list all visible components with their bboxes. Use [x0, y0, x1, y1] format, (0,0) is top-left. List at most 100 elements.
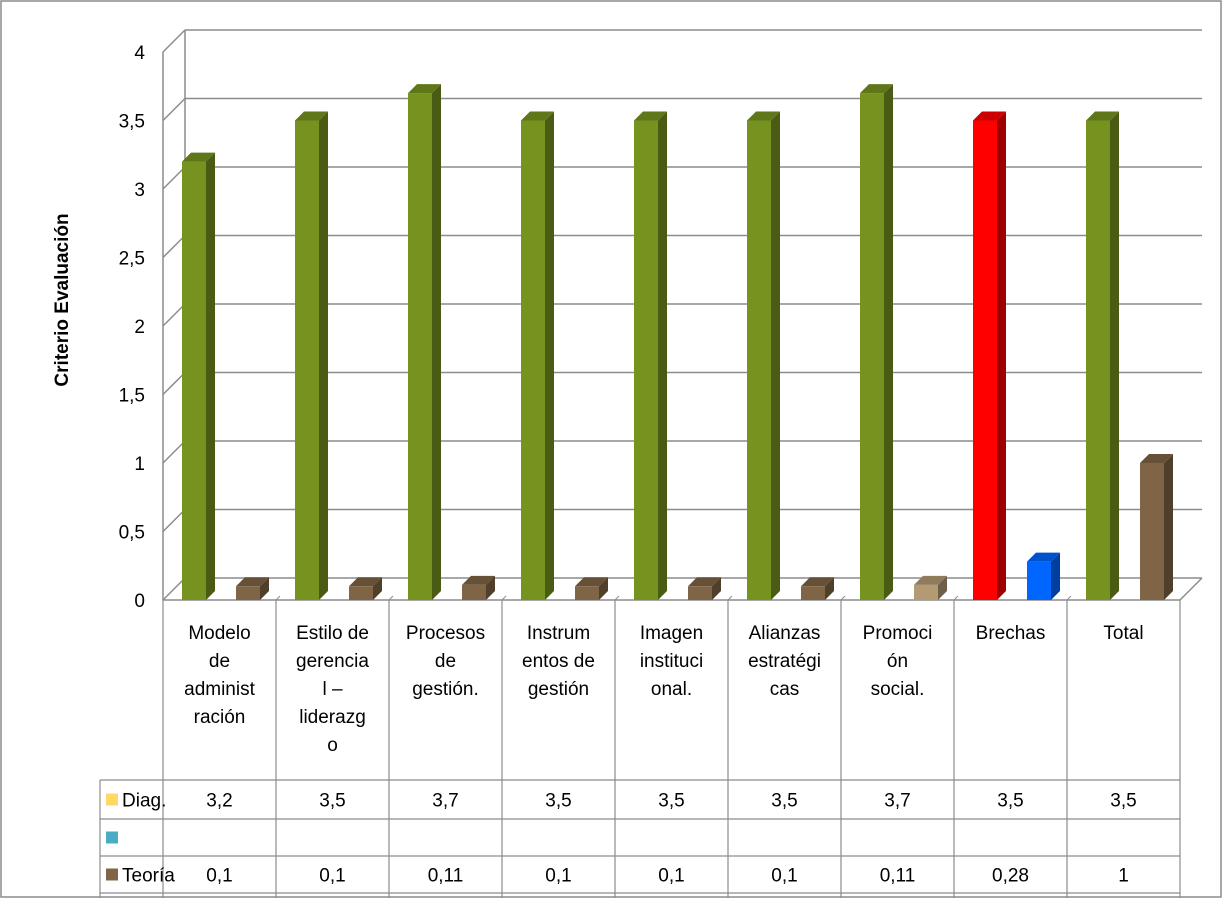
bar-teoria-top — [1140, 454, 1173, 463]
bar-diag-side — [432, 84, 441, 601]
bar-diag-side — [206, 152, 215, 600]
category-label: Modelo — [188, 623, 250, 644]
x-tick — [1066, 595, 1072, 601]
legend-key — [106, 868, 118, 881]
bar-diag-front — [1086, 120, 1110, 600]
table-cell: 3,5 — [997, 791, 1023, 812]
gridline-depth — [162, 234, 186, 259]
gridline-depth — [162, 303, 186, 327]
y-axis-title: Criterio Evaluación — [52, 213, 73, 386]
bar-diag-top — [634, 111, 667, 121]
bar-teoria-top — [462, 575, 495, 585]
bar-diag — [408, 84, 441, 601]
bar-teoria-side — [486, 575, 495, 600]
bar-teoria — [349, 577, 382, 600]
x-tick — [840, 595, 846, 601]
bar-teoria-front — [462, 584, 486, 600]
y-tick-label: 1,5 — [119, 386, 145, 407]
bar-diag-top — [182, 152, 215, 162]
bar-diag-side — [545, 111, 554, 600]
gridline-depth — [162, 371, 186, 396]
table-cell: 3,7 — [432, 791, 458, 812]
category-label: gestión. — [412, 679, 479, 700]
table-cell: 3,5 — [545, 791, 571, 812]
category-label: Brechas — [976, 623, 1046, 644]
y-tick-label: 0 — [134, 591, 145, 612]
bar-diag-top — [747, 111, 780, 121]
bar-teoria-top — [349, 577, 382, 587]
x-tick — [501, 595, 507, 601]
category-label: onal. — [651, 679, 692, 700]
bar-diag-front — [408, 93, 432, 600]
bar-teoria-side — [260, 577, 269, 600]
bar-diag-top — [860, 84, 893, 94]
category-label: de — [209, 651, 230, 672]
table-cell: 0,11 — [428, 866, 464, 887]
x-tick — [275, 595, 281, 601]
category-label: Alianzas — [749, 623, 821, 644]
bar-teoria — [914, 575, 947, 600]
category-label: ración — [194, 707, 246, 728]
bar-teoria-front — [349, 586, 373, 600]
bar-teoria — [236, 577, 269, 600]
category-label: de — [435, 651, 456, 672]
bar-teoria-front — [688, 586, 712, 600]
table-cell: 1 — [1118, 866, 1129, 887]
bar-teoria-front — [801, 586, 825, 600]
bar-diag — [1086, 111, 1119, 600]
bar-teoria-top — [688, 577, 721, 587]
table-cell: 0,1 — [206, 866, 232, 887]
category-label: ón — [887, 651, 908, 672]
bar-teoria-side — [712, 577, 721, 600]
bar-teoria — [1140, 454, 1173, 600]
bar-teoria-side — [599, 577, 608, 600]
bar-teoria-top — [575, 577, 608, 587]
gridline-depth — [162, 29, 186, 53]
bar-diag-front — [182, 161, 206, 600]
bar-diag-top — [408, 84, 441, 94]
y-tick-label: 2,5 — [119, 249, 145, 270]
bar-teoria-front — [575, 586, 599, 600]
x-tick — [614, 595, 620, 601]
category-label: liderazg — [299, 707, 366, 728]
bar-diag-top — [521, 111, 554, 121]
gridline-depth — [162, 97, 186, 122]
bar-diag-front — [634, 120, 658, 600]
bar-diag — [295, 111, 328, 600]
gridline-depth — [162, 440, 186, 464]
bar-diag — [973, 111, 1006, 600]
bar-teoria-front — [236, 586, 260, 600]
category-label: social. — [871, 679, 925, 700]
legend-label: Teoría — [122, 866, 175, 887]
y-tick-label: 0,5 — [119, 523, 145, 544]
bar-diag-front — [747, 120, 771, 600]
category-label: Estilo de — [296, 623, 369, 644]
bar-teoria-top — [801, 577, 834, 587]
bar-teoria-top — [914, 575, 947, 585]
table-cell: 0,28 — [992, 866, 1029, 887]
bar-teoria-side — [825, 577, 834, 600]
bar-teoria — [575, 577, 608, 600]
category-label: o — [327, 735, 338, 756]
bar-teoria — [801, 577, 834, 600]
y-tick-label: 2 — [134, 317, 145, 338]
y-tick-label: 3 — [134, 180, 145, 201]
category-label: l – — [322, 679, 343, 700]
bar-teoria-side — [1164, 454, 1173, 600]
y-tick-label: 4 — [134, 43, 145, 64]
x-tick — [727, 595, 733, 601]
table-cell: 3,5 — [658, 791, 684, 812]
table-cell: 3,7 — [884, 791, 910, 812]
table-cell: 3,5 — [771, 791, 797, 812]
y-tick-label: 3,5 — [119, 112, 145, 133]
bar-diag — [521, 111, 554, 600]
bar-diag — [860, 84, 893, 601]
table-cell: 3,5 — [319, 791, 345, 812]
table-cell: 0,1 — [545, 866, 571, 887]
bar-teoria — [462, 575, 495, 600]
bar-diag — [634, 111, 667, 600]
bar-diag-side — [771, 111, 780, 600]
category-label: gestión — [528, 679, 589, 700]
table-cell: 0,11 — [880, 866, 916, 887]
bar-diag-side — [658, 111, 667, 600]
